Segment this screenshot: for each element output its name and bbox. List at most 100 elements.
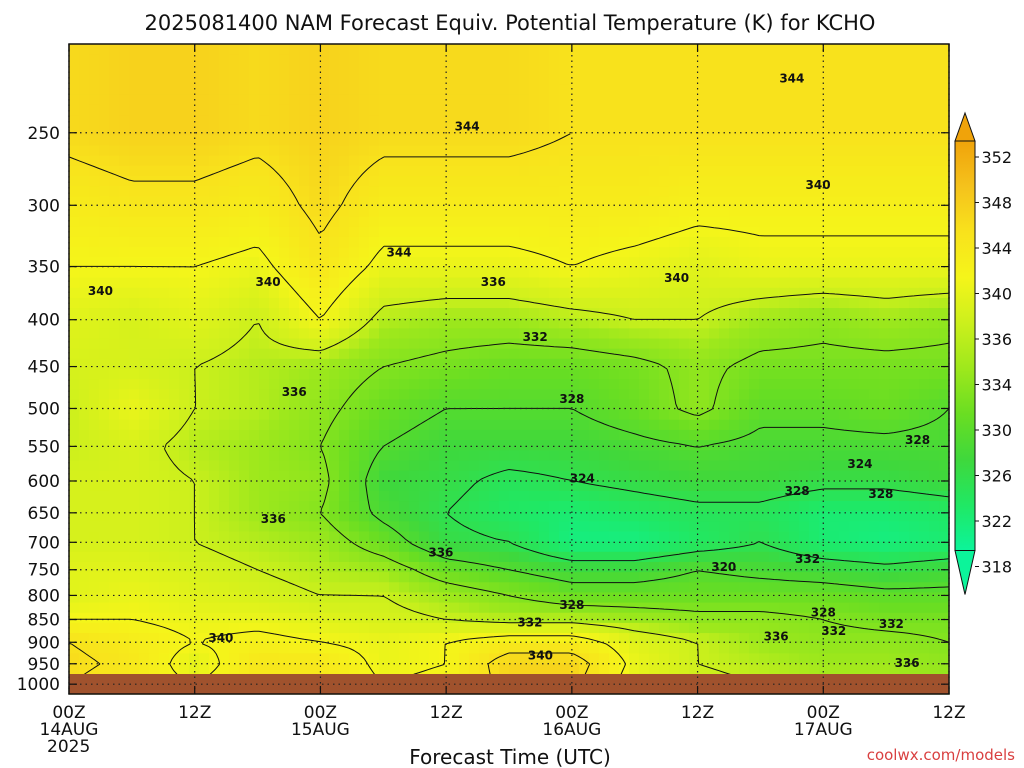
field-cell — [79, 551, 90, 563]
field-cell — [869, 450, 880, 462]
field-cell — [69, 490, 80, 502]
field-cell — [379, 318, 390, 329]
field-cell — [909, 460, 920, 472]
field-cell — [469, 176, 480, 187]
field-cell — [129, 358, 140, 370]
field-cell — [159, 135, 170, 147]
field-cell — [919, 247, 930, 258]
field-cell — [379, 176, 390, 187]
field-cell — [729, 429, 740, 441]
field-cell — [749, 409, 760, 421]
field-cell — [859, 104, 870, 116]
field-cell — [549, 511, 560, 522]
field-cell — [799, 511, 810, 522]
field-cell — [89, 561, 100, 573]
field-cell — [359, 358, 370, 370]
field-cell — [829, 409, 840, 421]
field-cell — [419, 318, 430, 329]
field-cell — [789, 399, 800, 411]
field-cell — [319, 125, 330, 137]
field-cell — [899, 328, 910, 340]
field-cell — [329, 440, 340, 451]
field-cell — [259, 287, 270, 299]
field-cell — [659, 247, 670, 258]
field-cell — [579, 379, 590, 390]
field-cell — [779, 84, 790, 96]
field-cell — [839, 94, 850, 106]
field-cell — [849, 521, 860, 533]
field-cell — [689, 115, 700, 126]
field-cell — [469, 369, 480, 380]
field-cell — [449, 389, 460, 401]
field-cell — [889, 287, 900, 299]
field-cell — [489, 379, 500, 390]
field-cell — [289, 612, 300, 624]
field-cell — [879, 297, 890, 309]
field-cell — [699, 236, 710, 248]
field-cell — [169, 318, 180, 329]
field-cell — [159, 115, 170, 126]
field-cell — [319, 592, 330, 604]
field-cell — [369, 429, 380, 441]
field-cell — [219, 44, 230, 55]
field-cell — [789, 490, 800, 502]
field-cell — [829, 267, 840, 279]
field-cell — [449, 561, 460, 573]
field-cell — [439, 145, 450, 157]
field-cell — [579, 358, 590, 370]
field-cell — [269, 572, 280, 583]
field-cell — [569, 358, 580, 370]
field-cell — [259, 165, 270, 177]
field-cell — [409, 490, 420, 502]
field-cell — [349, 206, 360, 218]
field-cell — [639, 419, 650, 431]
field-cell — [689, 104, 700, 116]
field-cell — [649, 561, 660, 573]
field-cell — [699, 44, 710, 55]
field-cell — [749, 206, 760, 218]
field-cell — [739, 135, 750, 147]
field-cell — [809, 104, 820, 116]
field-cell — [869, 511, 880, 522]
field-cell — [69, 155, 80, 167]
field-cell — [919, 277, 930, 289]
field-cell — [899, 186, 910, 197]
field-cell — [159, 389, 170, 401]
field-cell — [339, 551, 350, 563]
field-cell — [609, 369, 620, 380]
field-cell — [649, 196, 660, 208]
field-cell — [639, 125, 650, 137]
field-cell — [809, 480, 820, 492]
field-cell — [269, 369, 280, 380]
field-cell — [179, 257, 190, 269]
field-cell — [589, 186, 600, 197]
field-cell — [199, 612, 210, 624]
field-cell — [109, 236, 120, 248]
field-cell — [639, 226, 650, 238]
field-cell — [69, 460, 80, 472]
field-cell — [249, 358, 260, 370]
field-cell — [339, 44, 350, 55]
field-cell — [469, 267, 480, 279]
field-cell — [829, 531, 840, 543]
field-cell — [129, 450, 140, 462]
field-cell — [869, 206, 880, 218]
field-cell — [539, 460, 550, 472]
field-cell — [519, 308, 530, 319]
field-cell — [439, 135, 450, 147]
field-cell — [849, 54, 860, 65]
field-cell — [679, 338, 690, 350]
field-cell — [369, 318, 380, 329]
field-cell — [939, 206, 950, 218]
field-cell — [859, 287, 870, 299]
field-cell — [169, 206, 180, 218]
field-cell — [579, 216, 590, 228]
field-cell — [849, 44, 860, 55]
field-cell — [189, 389, 200, 401]
field-cell — [439, 328, 450, 340]
field-cell — [379, 429, 390, 441]
field-cell — [569, 84, 580, 96]
field-cell — [479, 84, 490, 96]
field-cell — [349, 612, 360, 624]
field-cell — [779, 511, 790, 522]
